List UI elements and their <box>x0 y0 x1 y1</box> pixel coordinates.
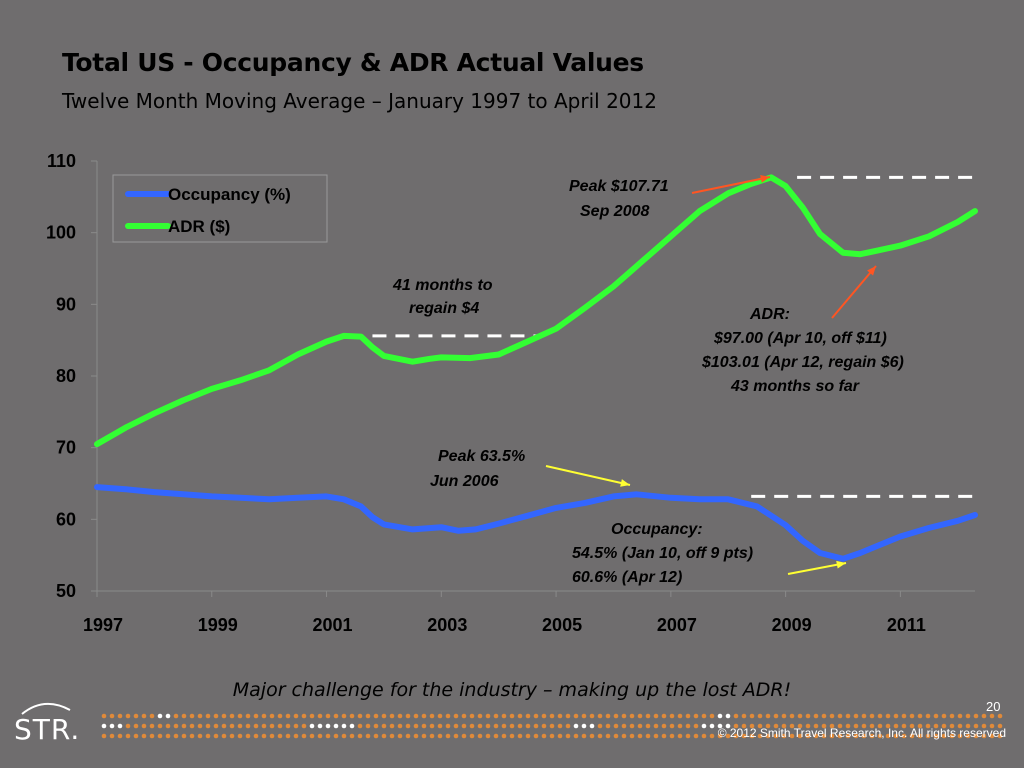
x-tick-label: 2011 <box>887 615 926 635</box>
annotation-41-months-line1: 41 months to <box>392 277 493 294</box>
annotation-arrow-adr-trough <box>831 265 877 319</box>
chart-series <box>94 174 978 562</box>
legend-label-occupancy: Occupancy (%) <box>168 185 291 204</box>
y-tick-label: 60 <box>56 509 76 529</box>
annotation-arrowhead <box>867 266 876 276</box>
y-tick-label: 110 <box>47 151 76 171</box>
x-tick-label: 1999 <box>198 615 238 635</box>
chart-annotations: Peak $107.71 Sep 2008 41 months to regai… <box>392 175 904 586</box>
y-tick-label: 50 <box>56 581 76 601</box>
annotation-occ-peak-line2: Jun 2006 <box>430 473 499 490</box>
str-logo <box>21 703 71 715</box>
annotation-41-months-line2: regain $4 <box>409 300 479 317</box>
annotation-adr-line2: $97.00 (Apr 10, off $11) <box>713 330 887 347</box>
x-tick-label: 2003 <box>427 615 467 635</box>
page-number: 20 <box>986 699 1001 714</box>
legend-label-adr: ADR ($) <box>168 217 230 236</box>
annotation-arrow-occ-trough <box>787 562 847 575</box>
x-tick-label: 2007 <box>657 615 697 635</box>
annotation-adr-peak-line2: Sep 2008 <box>580 203 649 220</box>
annotation-adr-line1: ADR: <box>749 306 790 323</box>
annotation-occ-line1: Occupancy: <box>611 521 703 538</box>
annotation-occ-line3: 60.6% (Apr 12) <box>572 569 682 586</box>
annotation-occ-line2: 54.5% (Jan 10, off 9 pts) <box>572 545 753 562</box>
y-tick-label: 100 <box>46 223 76 243</box>
annotation-arrow-occ-peak <box>545 465 631 486</box>
y-tick-label: 80 <box>56 366 76 386</box>
chart-subtitle: Twelve Month Moving Average – January 19… <box>62 89 657 113</box>
decorative-dot-bands <box>101 713 1003 739</box>
annotation-occ-peak-line1: Peak 63.5% <box>438 448 525 465</box>
annotation-arrowhead <box>760 175 770 183</box>
reference-lines <box>372 175 975 498</box>
chart-title: Total US - Occupancy & ADR Actual Values <box>62 48 644 77</box>
x-tick-label: 1997 <box>83 615 123 635</box>
annotation-arrow-adr-peak <box>691 176 771 194</box>
annotation-arrowhead <box>620 479 630 487</box>
x-tick-label: 2009 <box>772 615 812 635</box>
x-tick-label: 2001 <box>313 615 353 635</box>
x-tick-label: 2005 <box>542 615 582 635</box>
chart-axes: 50 60 70 80 90 100 110 1997 1999 2001 2003 2005 2007… <box>46 151 975 635</box>
annotation-arrowhead <box>836 560 846 569</box>
annotation-adr-line4: 43 months so far <box>730 378 860 395</box>
y-tick-label: 70 <box>56 438 76 458</box>
footer-caption: Major challenge for the industry – makin… <box>232 679 792 701</box>
adr-series-line <box>94 174 978 448</box>
y-tick-label: 90 <box>56 294 76 314</box>
annotation-adr-line3: $103.01 (Apr 12, regain $6) <box>701 354 904 371</box>
occupancy-series-line <box>94 484 978 562</box>
chart-legend: Occupancy (%) ADR ($) <box>112 174 328 243</box>
annotation-adr-peak-line1: Peak $107.71 <box>569 178 669 195</box>
copyright-notice: © 2012 Smith Travel Research, Inc. All r… <box>717 726 1006 740</box>
str-logo-text: STR. <box>14 713 81 746</box>
